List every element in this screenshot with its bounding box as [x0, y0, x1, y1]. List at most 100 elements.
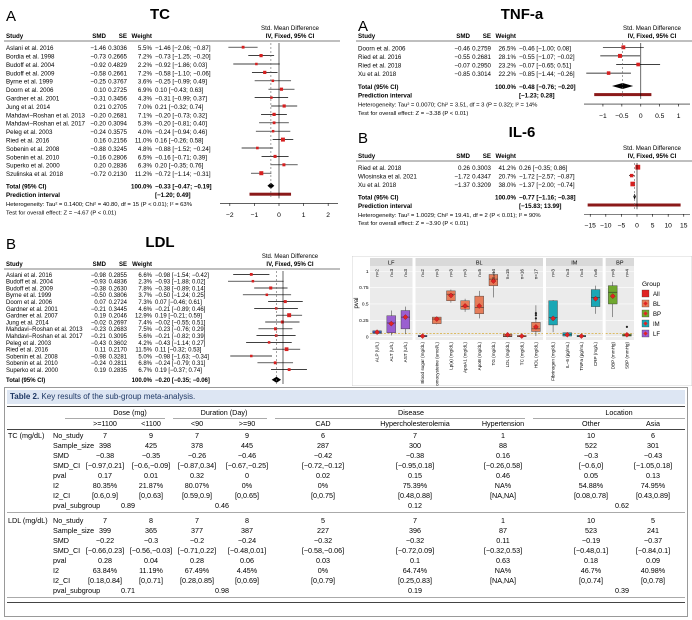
- study-marker: [284, 347, 289, 352]
- table-cell: [−0.66,0.23]: [85, 546, 125, 555]
- study-name: Superko et al. 2000: [6, 163, 60, 170]
- x-tick-label: −15: [585, 223, 597, 230]
- study-se: 0.3456: [108, 96, 127, 103]
- x-tick-label: −2: [226, 212, 234, 219]
- facet-label: BP: [616, 260, 624, 266]
- column-header-effect: Std. Mean Difference: [623, 25, 682, 32]
- study-smd: −0.88: [90, 146, 106, 153]
- study-smd: −0.25: [90, 79, 106, 86]
- study-smd: −1.37: [454, 182, 470, 189]
- forest-panel-ldl: B LDL Std. Mean Difference Study SMD SE Weig…: [0, 232, 342, 384]
- box-n-label: n=3: [448, 269, 453, 277]
- panel-title: LDL: [145, 234, 175, 251]
- panel-label: B: [358, 130, 369, 147]
- table-cell: 0.01: [144, 471, 158, 480]
- study-name: Mahdavi−Roshan et al. 2013: [6, 112, 86, 119]
- study-smd: −0.20: [90, 121, 106, 128]
- x-tick-label: 0: [277, 212, 281, 219]
- table-cell: 241: [647, 526, 659, 535]
- variable-label: TC (mg/dL): [8, 431, 45, 440]
- study-name: Ried et al. 2016: [6, 138, 50, 145]
- panel-label: A: [358, 18, 369, 35]
- table-cell: 523: [585, 526, 597, 535]
- table-cell: 0.46: [496, 471, 510, 480]
- study-smd: −0.55: [454, 54, 470, 61]
- x-tick-label: −0.5: [615, 113, 628, 120]
- table-cell: 0%: [241, 481, 253, 490]
- study-ci: −0.20 [−0.81; 0.40]: [155, 121, 207, 128]
- study-marker: [287, 313, 292, 318]
- row-label: I2_CI: [53, 576, 71, 585]
- box-n-label: n=8: [610, 269, 615, 277]
- study-weight: 5.5%: [138, 45, 153, 52]
- column-header-se: SE: [119, 262, 127, 268]
- study-name: Budoff et al. 2004: [6, 62, 55, 69]
- study-ci: −1.46 [−2.06; −0.87]: [155, 45, 211, 52]
- table-cell: 87: [499, 526, 507, 535]
- table-cell: 7: [413, 431, 417, 440]
- table-cell: [0,0.75]: [311, 491, 335, 500]
- study-weight: 6.3%: [138, 163, 153, 170]
- study-name: Ried et al. 2018: [358, 63, 402, 70]
- study-marker: [265, 293, 269, 297]
- study-ci: −1.37 [−2.00; −0.74]: [519, 182, 575, 189]
- table-caption: Table 2. Key results of the sub-group me…: [7, 390, 685, 404]
- study-se: 0.3767: [108, 79, 127, 86]
- table-cell: [0.25,0.83]: [398, 576, 432, 585]
- study-se: 0.3281: [109, 354, 128, 360]
- study-smd: −0.07: [454, 63, 470, 70]
- study-smd: −1.72: [454, 174, 470, 181]
- table-cell: [0.28,0.85]: [180, 576, 214, 585]
- box-mean: [609, 293, 616, 299]
- table-cell: 8: [149, 516, 153, 525]
- table-cell: [0,0.71]: [139, 576, 163, 585]
- table-cell: 0.13: [646, 471, 660, 480]
- table-cell: 40.98%: [640, 566, 666, 575]
- table-cell: 377: [191, 526, 203, 535]
- table-cell: −0.43: [643, 451, 663, 460]
- total-ci: −0.77 [−1.16; −0.38]: [519, 195, 576, 202]
- study-weight: 4.8%: [138, 146, 153, 153]
- variable-label: LDL (mg/dL): [8, 516, 48, 525]
- box-mean: [419, 333, 426, 339]
- table-cell: 4.45%: [236, 566, 258, 575]
- overall-effect-text: Test for overall effect: Z = −3.90 (P < …: [358, 221, 468, 227]
- x-tick-label: TC (mg/dL): [519, 342, 524, 366]
- prediction-bar: [587, 203, 681, 207]
- table-cell: [−0.95,0.18]: [395, 461, 435, 470]
- study-name: Xu et al. 2018: [358, 71, 397, 78]
- table-cell: −0.2: [189, 536, 205, 545]
- table-cell: [0.48,0.88]: [398, 491, 432, 500]
- x-tick-label: 1: [302, 212, 306, 219]
- study-ci: −0.43 [−1.14; 0.27]: [155, 341, 206, 347]
- table-cell: 8: [245, 516, 249, 525]
- study-name: Doorn et al. 2006: [6, 300, 53, 306]
- subgroup-pval: 0.71: [121, 586, 135, 595]
- table-cell: 378: [191, 441, 203, 450]
- facet-strip: [370, 258, 413, 266]
- study-weight: 12.9%: [135, 314, 153, 320]
- study-weight: 11.5%: [135, 348, 152, 354]
- table-caption-number: Table 2.: [10, 392, 40, 401]
- forest-plot-tc: Std. Mean Difference Study SMD SE Weight IV, …: [4, 25, 340, 219]
- overall-effect-text: Test for overall effect: Z = −3.38 (P < …: [358, 111, 468, 117]
- row-label: Sample_size: [53, 441, 95, 450]
- facet-strip: [415, 258, 543, 266]
- box-n-label: n=4: [624, 269, 629, 277]
- column-header-effect: Std. Mean Difference: [623, 145, 682, 152]
- table-cell: 387: [241, 526, 253, 535]
- table-cell: 6: [321, 431, 325, 440]
- box-mean: [433, 316, 440, 322]
- box-mean: [490, 278, 497, 284]
- table-cell: 7: [103, 431, 107, 440]
- column-header-smd: SMD: [93, 262, 107, 268]
- x-tick-label: ApoB (mg/dL): [477, 342, 482, 371]
- facet-strip: [546, 258, 603, 266]
- study-marker: [249, 272, 253, 276]
- table-cell: [−0.87,0.34]: [177, 461, 217, 470]
- row-label: I2: [53, 566, 59, 575]
- table-cell: 365: [145, 526, 157, 535]
- x-tick-label: 0: [635, 223, 639, 230]
- study-weight: 6.8%: [138, 361, 152, 367]
- study-marker: [630, 181, 636, 187]
